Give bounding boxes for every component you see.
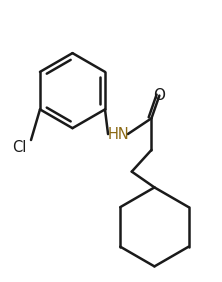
Text: O: O [153, 88, 165, 103]
Text: HN: HN [108, 127, 130, 142]
Text: Cl: Cl [12, 140, 26, 155]
